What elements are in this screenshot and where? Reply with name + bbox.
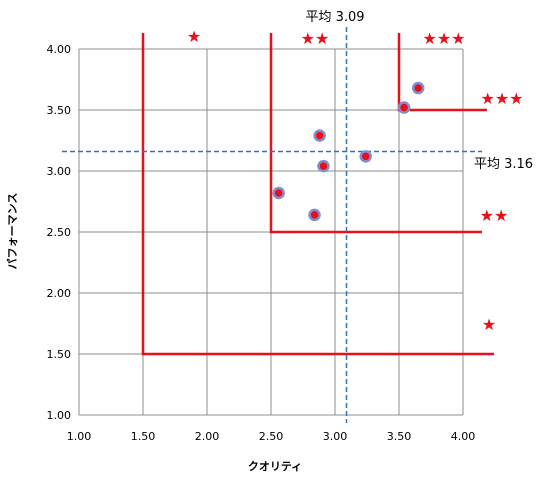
star-rating-right: ★★★ bbox=[480, 89, 523, 108]
x-axis-title: クオリティ bbox=[248, 460, 302, 473]
threshold-line-1.5 bbox=[141, 33, 494, 356]
threshold-line-2.5 bbox=[269, 33, 482, 234]
data-points bbox=[272, 81, 425, 222]
x-tick-label: 1.00 bbox=[67, 430, 92, 443]
star-ratings: ★★★★★★★★★★★★ bbox=[187, 27, 524, 334]
y-average-label: 平均 3.16 bbox=[474, 157, 533, 172]
data-point bbox=[308, 208, 321, 222]
threshold-lines bbox=[141, 33, 494, 356]
data-point bbox=[411, 81, 425, 95]
x-tick-label: 1.50 bbox=[131, 430, 156, 443]
y-axis-title: パフォーマンス bbox=[6, 193, 19, 270]
star-rating-top: ★★★ bbox=[422, 29, 465, 48]
y-tick-label: 1.50 bbox=[47, 348, 72, 361]
y-tick-label: 1.00 bbox=[47, 409, 72, 422]
x-tick-label: 4.00 bbox=[451, 430, 476, 443]
x-tick-label: 3.50 bbox=[387, 430, 412, 443]
average-lines bbox=[62, 27, 482, 423]
star-rating-top: ★ bbox=[187, 27, 201, 46]
y-tick-label: 2.50 bbox=[47, 226, 72, 239]
data-point bbox=[397, 101, 411, 114]
data-point bbox=[313, 129, 326, 142]
star-rating-right: ★★ bbox=[480, 206, 509, 225]
data-point bbox=[317, 159, 330, 173]
x-tick-label: 2.50 bbox=[259, 430, 284, 443]
star-rating-right: ★ bbox=[482, 315, 496, 334]
x-tick-label: 2.00 bbox=[195, 430, 220, 443]
y-tick-label: 2.00 bbox=[47, 287, 72, 300]
x-average-label: 平均 3.09 bbox=[305, 10, 364, 25]
y-tick-label: 4.00 bbox=[47, 43, 72, 56]
star-rating-top: ★★ bbox=[301, 29, 330, 48]
x-tick-label: 3.00 bbox=[323, 430, 348, 443]
data-point bbox=[359, 150, 372, 163]
tick-labels: 1.00 1.50 2.00 2.50 3.00 3.50 4.00 1.00 1.50 2.00… bbox=[47, 43, 476, 443]
y-tick-label: 3.00 bbox=[47, 165, 72, 178]
data-point bbox=[272, 186, 285, 200]
y-tick-label: 3.50 bbox=[47, 104, 72, 117]
